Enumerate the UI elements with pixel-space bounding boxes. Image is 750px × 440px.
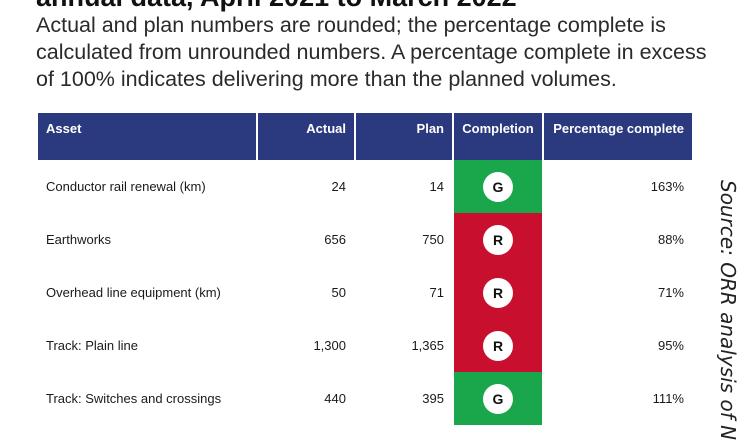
asset-cell: Overhead line equipment (km) — [46, 285, 221, 300]
header-asset: Asset — [38, 113, 256, 160]
plan-cell: 395 — [422, 391, 444, 406]
plan-cell: 71 — [429, 285, 444, 300]
actual-cell: 1,300 — [313, 338, 346, 353]
percentage-cell: 88% — [657, 232, 684, 247]
completion-badge: G — [483, 171, 513, 202]
percentage-cell: 111% — [652, 391, 684, 406]
percentage-cell: 71% — [657, 285, 684, 300]
table-row: Overhead line equipment (km) 50 71 R 71% — [38, 266, 692, 319]
header-plan: Plan — [356, 113, 452, 160]
header-actual: Actual — [258, 113, 354, 160]
actual-cell: 656 — [324, 232, 346, 247]
completion-cell: R — [454, 266, 542, 319]
percentage-cell: 95% — [657, 338, 684, 353]
completion-cell: R — [454, 213, 542, 266]
plan-cell: 1,365 — [411, 338, 444, 353]
table-row: Track: Plain line 1,300 1,365 R 95% — [38, 319, 692, 372]
completion-cell: G — [454, 372, 542, 425]
source-note: Source: ORR analysis of N — [716, 180, 740, 440]
asset-table: Asset Actual Plan Completion Percentage … — [36, 113, 694, 425]
page-title: annual data, April 2021 to March 2022 — [36, 0, 517, 11]
completion-cell: G — [454, 160, 542, 213]
table-row: Conductor rail renewal (km) 24 14 G 163% — [38, 160, 692, 213]
completion-status: G — [454, 372, 542, 425]
plan-cell: 14 — [429, 179, 444, 194]
percentage-cell: 163% — [650, 179, 684, 194]
subtitle: Actual and plan numbers are rounded; the… — [36, 13, 707, 91]
table-row: Earthworks 656 750 R 88% — [38, 213, 692, 266]
asset-cell: Earthworks — [46, 232, 112, 247]
completion-status: G — [454, 160, 542, 213]
asset-cell: Conductor rail renewal (km) — [46, 179, 206, 194]
asset-cell: Track: Plain line — [46, 338, 138, 353]
completion-badge: R — [483, 330, 513, 361]
completion-cell: R — [454, 319, 542, 372]
completion-status: R — [454, 266, 542, 319]
completion-status: R — [454, 319, 542, 372]
completion-badge: R — [483, 224, 513, 255]
table-row: Track: Switches and crossings 440 395 G 111% — [38, 372, 692, 425]
completion-badge: R — [483, 277, 513, 308]
plan-cell: 750 — [422, 232, 444, 247]
actual-cell: 50 — [331, 285, 346, 300]
actual-cell: 24 — [331, 179, 346, 194]
completion-status: R — [454, 213, 542, 266]
header-completion: Completion — [454, 113, 542, 160]
actual-cell: 440 — [324, 391, 346, 406]
completion-badge: G — [483, 383, 513, 414]
asset-cell: Track: Switches and crossings — [46, 391, 222, 406]
header-percentage: Percentage complete — [544, 113, 692, 160]
table-header-row: Asset Actual Plan Completion Percentage … — [38, 113, 692, 160]
